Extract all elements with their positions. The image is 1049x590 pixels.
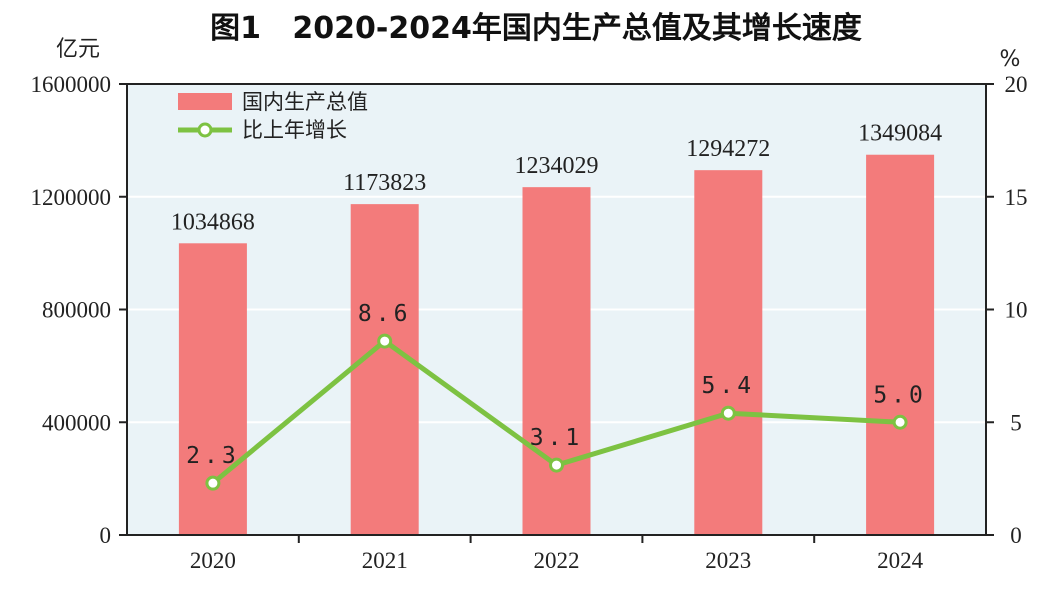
- left-tick-label: 1200000: [31, 185, 112, 210]
- right-tick-label: 5: [1010, 410, 1022, 435]
- line-data-label: 3.1: [530, 425, 584, 451]
- x-tick-label: 2024: [877, 548, 924, 573]
- legend: 国内生产总值 比上年增长: [178, 90, 368, 142]
- line-data-label: 8.6: [358, 301, 412, 327]
- line-data-label: 2.3: [186, 443, 240, 469]
- bar-data-labels: 1034868 1173823 1234029 1294272 1349084: [171, 121, 942, 236]
- line-point: [892, 414, 908, 430]
- right-tick-label: 0: [1010, 523, 1022, 548]
- left-axis-ticks: 0 400000 800000 1200000 1600000: [31, 72, 127, 548]
- left-tick-label: 400000: [42, 410, 111, 435]
- bar: [522, 187, 591, 535]
- left-tick-label: 800000: [42, 298, 111, 323]
- x-tick-label: 2022: [534, 548, 580, 573]
- legend-bar-swatch: [178, 93, 232, 110]
- bar: [694, 170, 763, 536]
- right-axis-unit: %: [1000, 47, 1021, 72]
- right-axis-ticks: 0 5 10 15 20: [986, 72, 1028, 548]
- left-tick-label: 0: [100, 523, 112, 548]
- line-data-labels: 2.3 8.6 3.1 5.4 5.0: [186, 301, 927, 469]
- bar-data-label: 1349084: [858, 121, 942, 147]
- bar: [178, 243, 247, 536]
- line-data-label: 5.4: [702, 373, 756, 399]
- chart-title: 图1 2020-2024年国内生产总值及其增长速度: [210, 11, 862, 46]
- line-series: [205, 333, 908, 491]
- left-axis-unit: 亿元: [56, 37, 100, 62]
- legend-line-label: 比上年增长: [242, 118, 347, 142]
- x-tick-label: 2020: [190, 548, 236, 573]
- right-tick-label: 10: [1005, 298, 1028, 323]
- legend-line-marker: [197, 122, 213, 138]
- x-tick-label: 2021: [362, 548, 408, 573]
- bar: [350, 204, 419, 535]
- line-point: [205, 475, 221, 491]
- legend-bar-label: 国内生产总值: [242, 90, 368, 114]
- left-tick-label: 1600000: [31, 72, 112, 97]
- x-tick-label: 2023: [705, 548, 751, 573]
- line-point: [720, 405, 736, 421]
- bar-data-label: 1234029: [515, 153, 599, 179]
- bar-data-label: 1173823: [343, 170, 426, 196]
- bar: [866, 154, 935, 536]
- right-tick-label: 15: [1005, 185, 1028, 210]
- bar-series: [178, 154, 935, 536]
- bar-data-label: 1294272: [686, 136, 770, 162]
- line-data-label: 5.0: [873, 382, 927, 408]
- right-tick-label: 20: [1005, 72, 1028, 97]
- bar-data-label: 1034868: [171, 209, 255, 235]
- line-point: [549, 457, 564, 473]
- x-axis-ticks: 2020 2021 2022 2023 2024: [190, 535, 924, 573]
- line-point: [377, 333, 393, 349]
